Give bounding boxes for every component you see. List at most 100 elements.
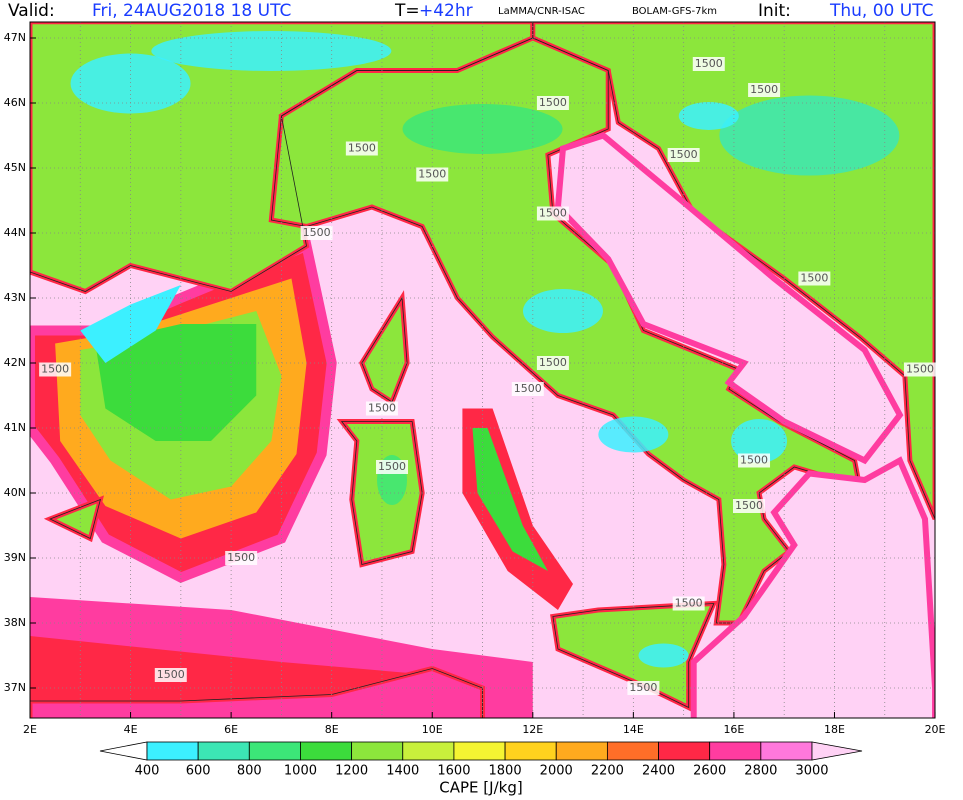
- contour-label: 1500: [675, 597, 703, 610]
- colorbar-label: 1200: [335, 764, 368, 779]
- lat-label: 45N: [4, 161, 26, 174]
- contour-label-box: [798, 271, 831, 286]
- valid-time: Fri, 24AUG2018 18 UTC: [92, 1, 291, 21]
- contour-label: 1500: [695, 57, 723, 70]
- coastline: [552, 603, 715, 709]
- colorbar-segment: [555, 741, 608, 761]
- colorbar-label: 1400: [386, 764, 419, 779]
- colorbar-segment: [658, 741, 711, 761]
- colorbar-segment: [504, 741, 557, 761]
- lat-label: 47N: [4, 31, 26, 44]
- contour-label: 1500: [539, 356, 567, 369]
- lat-label: 40N: [4, 486, 26, 499]
- contour-label: 1500: [418, 168, 446, 181]
- colorbar-label: 600: [186, 764, 211, 779]
- colorbar-label: 1800: [489, 764, 522, 779]
- coastline: [361, 296, 408, 403]
- colorbar-segment: [709, 741, 762, 761]
- lon-label: 2E: [23, 723, 37, 736]
- colorbar-label: 2800: [744, 764, 777, 779]
- contour-label: 1500: [348, 142, 376, 155]
- colorbar-label: 1600: [437, 764, 470, 779]
- cape-blob: [402, 104, 563, 154]
- init-time: Thu, 00 UTC: [829, 1, 933, 21]
- contour-label-box: [748, 83, 781, 97]
- cape-blob: [638, 643, 689, 668]
- contour-label-box: [903, 362, 936, 377]
- contour-label: 1500: [539, 96, 567, 109]
- axes: 1500 1500 1500 1500 1500 1500 1500 1500 1500 1500…: [4, 31, 946, 736]
- contour-label-box: [345, 141, 378, 156]
- coastline: [270, 37, 861, 624]
- contour-label: 1500: [378, 460, 406, 473]
- contour-label-box: [416, 167, 449, 182]
- cape-band: [554, 132, 904, 465]
- colorbar-segment: [760, 741, 813, 761]
- colorbar-label: 2000: [540, 764, 573, 779]
- colorbar-label: 3000: [795, 764, 828, 779]
- lon-label: 14E: [623, 723, 644, 736]
- colorbar-label: 800: [237, 764, 262, 779]
- lat-label: 39N: [4, 551, 26, 564]
- contour-label-box: [511, 382, 544, 396]
- cape-blob: [151, 31, 392, 71]
- valid-label: Valid:: [8, 1, 55, 21]
- contour-label: 1500: [629, 681, 657, 694]
- source: LaMMA/CNR-ISAC: [498, 6, 585, 17]
- cape-blob: [522, 289, 603, 333]
- contour-label: 1500: [539, 207, 567, 220]
- colorbar-segment: [402, 741, 455, 761]
- contour-label-box: [365, 401, 398, 416]
- lat-label: 37N: [4, 681, 26, 694]
- init-label: Init:: [758, 1, 791, 21]
- contour-label-box: [300, 226, 333, 240]
- cape-blob: [70, 53, 191, 114]
- contour-label: 1500: [735, 499, 763, 512]
- cape-band: [95, 324, 257, 441]
- cape-band: [80, 285, 181, 363]
- colorbar-arrow: [811, 741, 863, 761]
- contour-label-box: [536, 356, 569, 370]
- cape-blob: [719, 95, 900, 176]
- lon-label: 18E: [824, 723, 845, 736]
- contour-label-box: [627, 681, 660, 695]
- contour-label-box: [376, 460, 409, 474]
- contour-label-box: [672, 596, 705, 611]
- lat-label: 41N: [4, 421, 26, 434]
- contour-label: 1500: [368, 402, 396, 415]
- colorbar-label: 1000: [284, 764, 317, 779]
- lon-label: 10E: [422, 723, 443, 736]
- contour-label: 1500: [41, 363, 69, 376]
- contour-label: 1500: [303, 226, 331, 239]
- colorbar-label: 400: [135, 764, 160, 779]
- colorbar-segment: [300, 741, 353, 761]
- contour-label: 1500: [750, 83, 778, 96]
- colorbar-label: 2600: [693, 764, 726, 779]
- contour-label-box: [738, 453, 771, 468]
- colorbar-segment: [351, 741, 404, 761]
- colorbar-label: 2200: [591, 764, 624, 779]
- colorbar-segment: [248, 741, 301, 761]
- contour-label-box: [536, 206, 569, 221]
- contour-label: 1500: [740, 454, 768, 467]
- lat-label: 46N: [4, 96, 26, 109]
- lon-label: 6E: [224, 723, 238, 736]
- colorbar-arrow: [99, 741, 148, 761]
- contour-label-box: [225, 551, 258, 565]
- colorbar-segment: [453, 741, 506, 761]
- model: BOLAM-GFS-7km: [632, 6, 717, 17]
- lat-label: 42N: [4, 356, 26, 369]
- forecast-step: +42hr: [419, 1, 473, 21]
- contour-label: 1500: [670, 148, 698, 161]
- colorbar: 400 600 800 1000 1200 1400 1600 1800 2000 2200 240…: [99, 741, 863, 779]
- colorbar-segment: [606, 741, 659, 761]
- colorbar-title: CAPE [J/kg]: [439, 779, 522, 797]
- map-area: [30, 22, 935, 718]
- lat-label: 43N: [4, 291, 26, 304]
- contour-label: 1500: [157, 668, 185, 681]
- cape-blob: [731, 419, 788, 463]
- step-label: T=: [394, 1, 420, 21]
- lon-label: 20E: [925, 723, 946, 736]
- contour-label: 1500: [227, 551, 255, 564]
